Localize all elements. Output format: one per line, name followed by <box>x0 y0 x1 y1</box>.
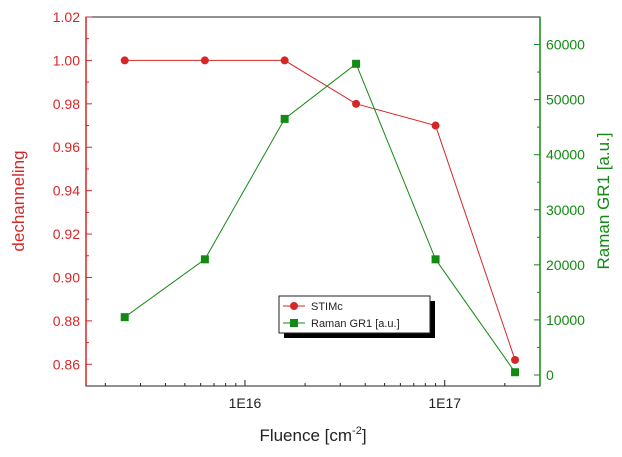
series-layer <box>120 56 520 377</box>
y-axis-left-label: dechanneling <box>9 150 28 251</box>
series-0-point <box>352 99 361 108</box>
left-tick-label: 0.90 <box>53 269 80 285</box>
right-tick-label: 20000 <box>546 257 585 273</box>
series-0-point <box>120 56 129 65</box>
x-axis: 1E16 1E17 <box>104 380 506 411</box>
series-0-point <box>511 355 520 364</box>
series-1-point <box>120 313 129 322</box>
right-tick-label: 30000 <box>546 202 585 218</box>
series-line-1 <box>124 63 516 373</box>
left-axis: 0.86 0.88 0.90 0.92 0.94 0.96 0.98 1.00 1.02 <box>53 9 92 386</box>
left-tick-label: 0.92 <box>53 226 80 242</box>
legend-marker-stimc <box>290 302 298 310</box>
series-0-point <box>431 121 440 130</box>
legend-box <box>278 295 431 334</box>
x-axis-label-main: Fluence [cm <box>259 426 352 445</box>
x-axis-label: Fluence [cm-2] <box>259 425 366 445</box>
left-tick-label: 1.02 <box>53 9 80 25</box>
left-tick-label: 0.96 <box>53 139 80 155</box>
right-tick-label: 60000 <box>546 37 585 53</box>
right-tick-label: 0 <box>546 367 554 383</box>
y-axis-right-label: Raman GR1 [a.u.] <box>594 132 613 269</box>
left-tick-label: 0.94 <box>53 183 80 199</box>
series-line-0 <box>124 59 516 361</box>
right-tick-label: 40000 <box>546 147 585 163</box>
right-axis: 0 10000 20000 30000 40000 50000 60000 <box>534 17 585 386</box>
series-1-point <box>352 59 361 68</box>
right-tick-label: 10000 <box>546 312 585 328</box>
x-axis-label-sup: -2 <box>352 425 362 437</box>
left-tick-label: 1.00 <box>53 52 80 68</box>
series-0-point <box>200 56 209 65</box>
left-tick-label: 0.88 <box>53 313 80 329</box>
left-tick-label: 0.98 <box>53 96 80 112</box>
x-tick-label: 1E17 <box>428 395 461 411</box>
series-0-point <box>280 56 289 65</box>
legend-marker-raman <box>290 319 298 327</box>
left-tick-label: 0.86 <box>53 356 80 372</box>
legend: STIMc Raman GR1 [a.u.] <box>278 295 435 338</box>
legend-label-raman: Raman GR1 [a.u.] <box>311 318 400 330</box>
x-axis-label-end: ] <box>362 426 367 445</box>
x-tick-label: 1E16 <box>229 395 262 411</box>
series-1-point <box>511 368 520 377</box>
series-1-point <box>200 255 209 264</box>
series-1-point <box>280 114 289 123</box>
series-1-point <box>431 255 440 264</box>
right-tick-label: 50000 <box>546 92 585 108</box>
legend-label-stimc: STIMc <box>311 301 343 313</box>
